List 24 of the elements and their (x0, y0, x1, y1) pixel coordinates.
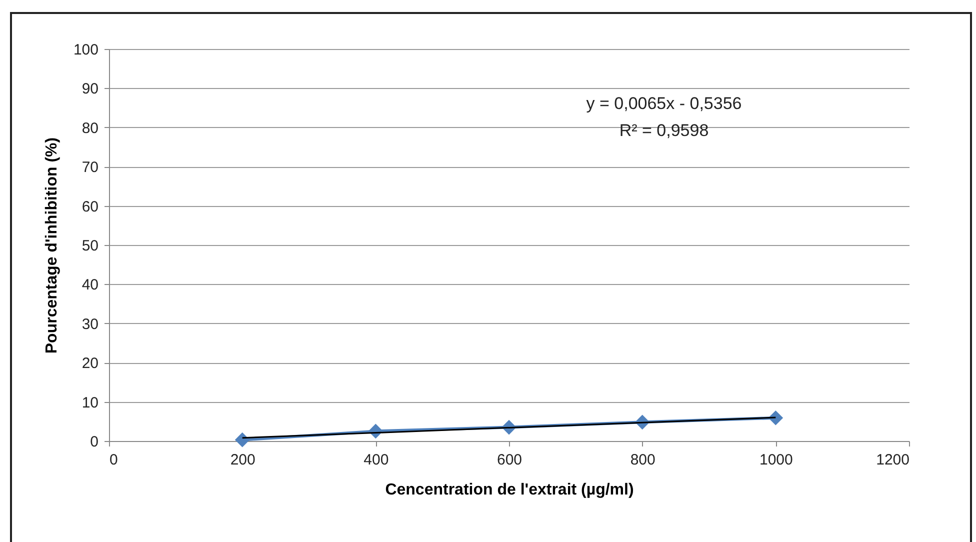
y-tick-label: 40 (82, 276, 98, 294)
y-axis-title: Pourcentage d'inhibition (%) (43, 137, 60, 354)
annotation: R² = 0,9598 (619, 121, 709, 140)
point (234, 432, 250, 448)
y-tick-label: 20 (82, 355, 98, 372)
y-tick-label: 30 (82, 316, 98, 333)
x-tick-label: 400 (364, 452, 389, 468)
y-tick-label: 10 (82, 394, 98, 412)
x-tick-label: 800 (630, 452, 656, 468)
y-tick-label: 100 (73, 42, 98, 58)
y-tick-label: 90 (82, 80, 98, 98)
x-tick-label: 200 (230, 452, 256, 468)
x-tick-label: 0 (110, 452, 118, 468)
annotation: y = 0,0065x - 0,5356 (586, 94, 742, 113)
point (768, 410, 784, 426)
x-tick-label: 1200 (876, 452, 910, 468)
y-tick-label: 70 (82, 159, 98, 176)
x-tick-label: 600 (496, 452, 522, 468)
y-tick-label: 60 (82, 198, 98, 216)
y-tick-label: 0 (90, 434, 98, 450)
x-tick-label: 1000 (759, 452, 793, 468)
y-tick-label: 50 (82, 238, 98, 254)
y-tick-label: 80 (82, 120, 98, 137)
x-axis-title: Cencentration de l'extrait (µg/ml) (385, 482, 634, 498)
